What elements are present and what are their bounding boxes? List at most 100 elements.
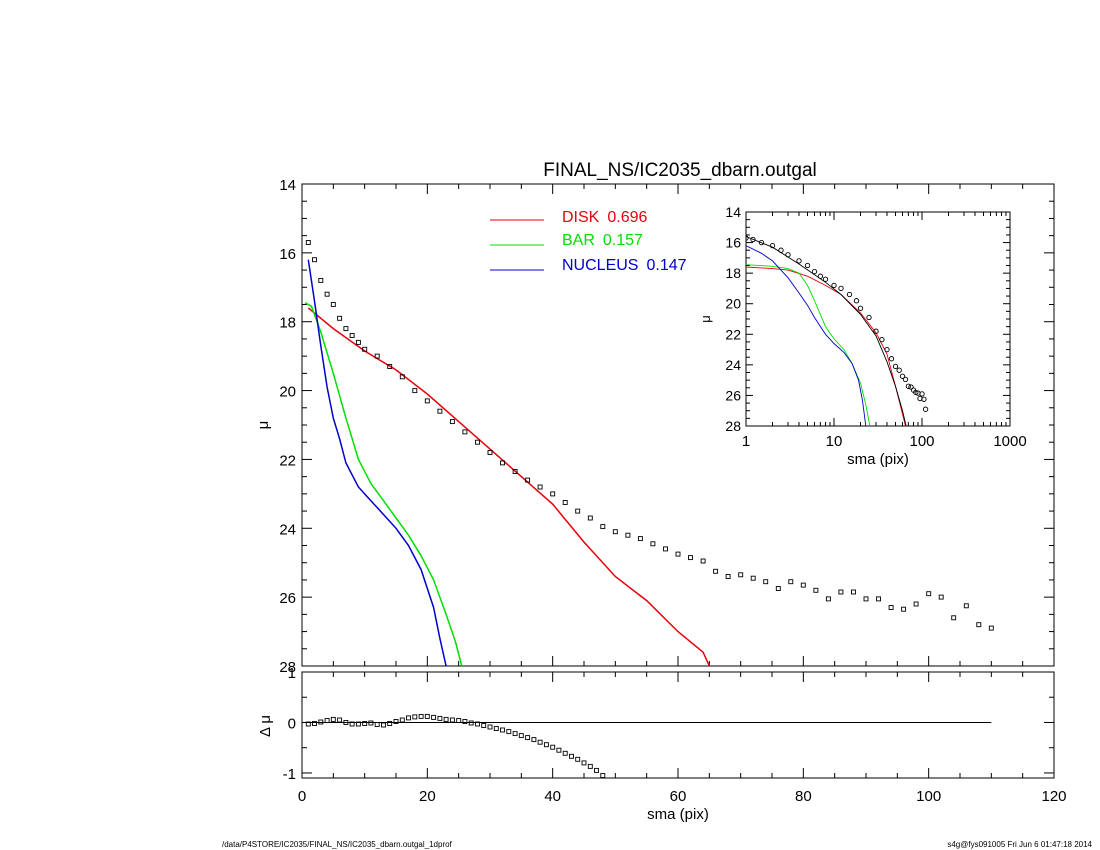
- inset-y-axis-label: μ: [698, 315, 713, 323]
- data-point: [637, 536, 643, 542]
- residual-point: [399, 717, 405, 723]
- data-point: [318, 277, 324, 283]
- main-y-axis-label: μ: [255, 421, 272, 430]
- residual-point: [556, 747, 562, 753]
- inset-data-point: [838, 285, 844, 292]
- inset-data-point: [866, 314, 872, 321]
- residual-y-tick-label: 1: [288, 665, 296, 682]
- residual-point: [437, 715, 443, 721]
- residual-y-tick-label: 0: [288, 715, 296, 732]
- legend: DISK 0.696 BAR 0.157 NUCLEUS 0.147: [490, 209, 687, 274]
- main-plot-panel: 14 16 18 20 22 24 26 28 μ: [255, 177, 1055, 676]
- data-point: [537, 484, 543, 490]
- inset-series-line-bar: [746, 264, 871, 426]
- inset-series-line-total: [746, 236, 907, 426]
- inset-data-point: [846, 291, 853, 298]
- inset-data-point: [811, 268, 818, 275]
- data-point: [424, 398, 430, 404]
- residual-series-group: [302, 713, 992, 778]
- residual-point: [374, 722, 380, 727]
- residual-point: [337, 717, 343, 723]
- inset-x-axis-label: sma (pix): [847, 451, 909, 468]
- data-point: [349, 333, 355, 338]
- residual-point: [581, 760, 587, 766]
- residual-point: [324, 718, 330, 723]
- inset-data-point: [905, 383, 912, 389]
- data-point: [525, 477, 531, 483]
- residual-point: [594, 767, 599, 773]
- inset-data-point: [884, 346, 890, 353]
- residual-point: [362, 721, 368, 726]
- inset-data-point: [857, 305, 864, 311]
- inset-series-group: [746, 235, 929, 426]
- data-point: [575, 508, 581, 514]
- x-tick-label: 60: [670, 788, 687, 805]
- legend-label-bar: BAR 0.157: [562, 232, 643, 249]
- inset-y-tick-label: 24: [725, 357, 741, 373]
- data-point: [412, 388, 418, 394]
- data-point: [863, 596, 869, 602]
- data-point: [775, 586, 781, 591]
- residual-point: [481, 723, 487, 728]
- main-y-tick-label: 22: [279, 452, 296, 469]
- data-point: [399, 374, 405, 380]
- inset-y-tick-label: 18: [725, 265, 741, 281]
- data-point: [788, 579, 794, 585]
- inset-data-point: [899, 373, 906, 379]
- main-y-tick-label: 26: [279, 590, 296, 607]
- inset-series-line-nucleus: [746, 245, 867, 426]
- inset-data-point: [750, 236, 756, 243]
- data-point: [387, 364, 393, 369]
- inset-data-point: [746, 235, 749, 241]
- inset-x-tick-label: 1: [742, 433, 750, 450]
- data-point: [343, 326, 349, 332]
- data-point: [901, 606, 907, 612]
- residual-plot-frame: [301, 671, 1055, 779]
- residual-point: [381, 722, 386, 728]
- data-point: [625, 532, 631, 538]
- inset-axis-ticks: 1 10 100 1000 14 16 18 20 22 24 26 28: [725, 204, 1026, 450]
- data-point: [713, 568, 719, 574]
- data-point: [988, 625, 994, 631]
- residual-point: [343, 720, 349, 725]
- residual-point: [587, 763, 593, 769]
- inset-data-point: [853, 298, 860, 304]
- inset-data-point: [804, 262, 811, 269]
- inset-data-point: [758, 239, 765, 246]
- legend-label-disk: DISK 0.696: [562, 209, 647, 226]
- data-point: [550, 491, 556, 497]
- inset-y-tick-label: 26: [725, 387, 741, 403]
- data-point: [487, 450, 493, 455]
- residual-point: [525, 735, 531, 741]
- data-point: [437, 408, 443, 414]
- residual-point: [487, 724, 493, 730]
- residual-point: [493, 726, 499, 731]
- residual-point: [512, 731, 518, 737]
- footer-file-path: /data/P4STORE/IC2035/FINAL_NS/IC2035_dba…: [222, 840, 452, 849]
- inset-data-point: [822, 276, 829, 282]
- main-y-tick-label: 18: [279, 315, 296, 332]
- data-point: [763, 579, 769, 585]
- footer-user-timestamp: s4g@fys091005 Fri Jun 6 01:47:18 2014: [947, 840, 1092, 849]
- data-point: [951, 615, 957, 621]
- inset-data-point: [879, 336, 885, 343]
- data-point: [963, 603, 969, 609]
- data-point: [462, 429, 468, 435]
- data-point: [612, 529, 618, 535]
- inset-y-tick-label: 16: [725, 235, 741, 251]
- data-point: [355, 339, 361, 345]
- legend-label-nucleus: NUCLEUS 0.147: [562, 257, 687, 274]
- inset-data-point: [817, 273, 824, 279]
- residual-point: [387, 721, 393, 726]
- data-point: [738, 572, 744, 578]
- inset-data-point: [888, 356, 895, 362]
- inset-y-tick-label: 14: [725, 204, 741, 220]
- data-point: [688, 555, 693, 561]
- chart-title: FINAL_NS/IC2035_dbarn.outgal: [543, 160, 817, 181]
- residual-point: [468, 720, 474, 726]
- inset-data-point: [873, 328, 879, 334]
- inset-data-point: [908, 384, 914, 390]
- inset-data-point: [913, 389, 919, 396]
